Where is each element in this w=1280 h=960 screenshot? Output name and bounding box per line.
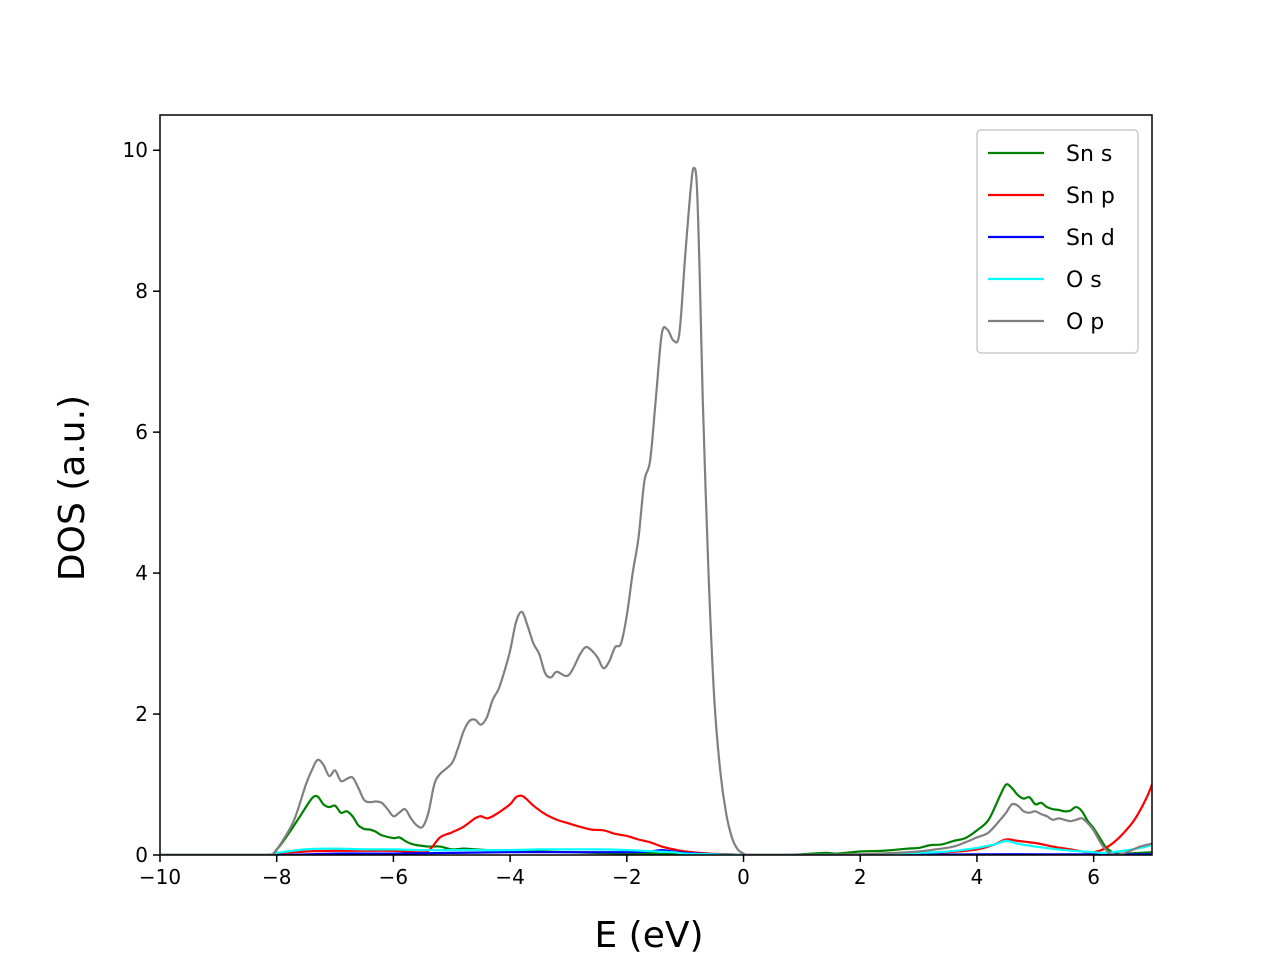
legend-entry-label: Sn d [1066, 226, 1115, 251]
legend-entry-label: Sn p [1066, 184, 1115, 209]
x-tick-label: 0 [737, 865, 750, 889]
y-tick-label: 4 [135, 561, 148, 585]
x-axis: −10 −8 −6 −4 −2 0 2 4 6 [139, 855, 1100, 889]
legend-box [976, 129, 1139, 354]
x-tick-label: 4 [971, 865, 984, 889]
series-line-o-s [160, 839, 1152, 855]
x-tick-label: −4 [495, 865, 524, 889]
y-axis: 0 2 4 6 8 10 [123, 138, 160, 867]
legend-entry-label: Sn s [1066, 142, 1112, 167]
y-tick-label: 2 [135, 702, 148, 726]
x-axis-label: E (eV) [594, 915, 703, 956]
y-axis-label: DOS (a.u.) [52, 395, 93, 581]
y-tick-label: 6 [135, 420, 148, 444]
series-line-o-p [160, 166, 1152, 855]
legend-entry-label: O s [1066, 268, 1102, 293]
series-layer [160, 166, 1152, 855]
y-tick-label: 10 [123, 138, 148, 162]
plot-frame [159, 114, 1153, 856]
x-tick-label: −6 [379, 865, 408, 889]
x-tick-label: 2 [854, 865, 867, 889]
x-tick-label: −2 [612, 865, 641, 889]
y-tick-label: 0 [135, 843, 148, 867]
x-tick-label: 6 [1087, 865, 1100, 889]
legend-entry-label: O p [1066, 310, 1104, 335]
x-tick-label: −8 [262, 865, 291, 889]
x-tick-label: −10 [139, 865, 181, 889]
y-tick-label: 8 [135, 279, 148, 303]
legend: Sn s Sn p Sn d O s O p [976, 129, 1139, 354]
series-line-sn-p [160, 783, 1152, 855]
